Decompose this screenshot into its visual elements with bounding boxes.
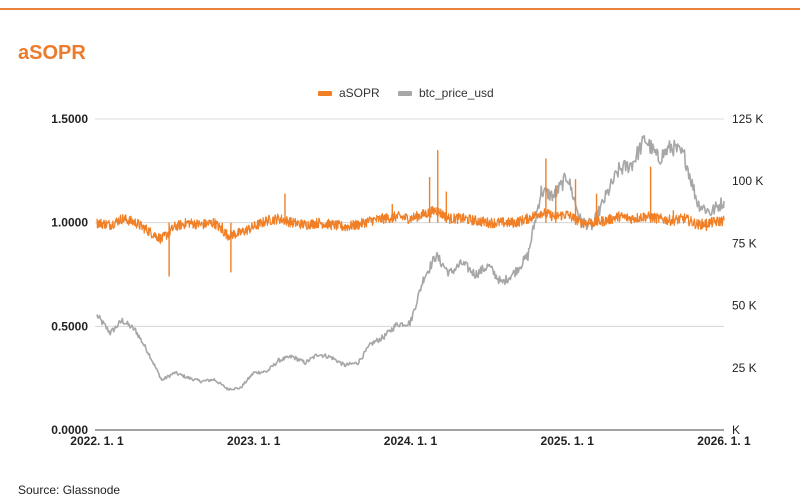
y-left-tick-label: 1.0000: [51, 216, 88, 230]
y-right-tick-label: K: [732, 423, 740, 437]
x-tick-label: 2024. 1. 1: [384, 434, 438, 448]
source-note: Source: Glassnode: [18, 483, 121, 497]
axes: 0.0000 0.5000 1.0000 1.5000 K 25 K 50 K 75 K 100…: [51, 112, 763, 448]
legend-label-asopr: aSOPR: [339, 86, 380, 100]
asopr-series: [96, 150, 725, 277]
y-right-tick-label: 125 K: [732, 112, 763, 126]
y-left-tick-label: 1.5000: [51, 112, 88, 126]
legend-swatch-asopr: [318, 90, 332, 96]
legend-item-asopr: aSOPR: [318, 86, 380, 100]
btc-price-line: [96, 134, 725, 391]
chart-legend: aSOPR btc_price_usd: [0, 86, 800, 102]
x-tick-label: 2022. 1. 1: [70, 434, 124, 448]
top-accent-rule: [0, 8, 800, 10]
y-right-tick-label: 25 K: [732, 361, 757, 375]
page-title: aSOPR: [18, 42, 86, 64]
y-right-tick-label: 100 K: [732, 174, 763, 188]
legend-label-btc-price: btc_price_usd: [419, 86, 494, 100]
legend-swatch-btc-price: [398, 90, 412, 96]
x-tick-label: 2025. 1. 1: [541, 434, 595, 448]
y-right-tick-label: 75 K: [732, 236, 757, 250]
y-right-tick-label: 50 K: [732, 299, 757, 313]
grid-lines: [95, 118, 724, 431]
y-left-tick-label: 0.0000: [51, 423, 88, 437]
x-tick-label: 2023. 1. 1: [227, 434, 281, 448]
y-left-tick-label: 0.5000: [51, 319, 88, 333]
asopr-line: [96, 205, 725, 244]
x-tick-label: 2026. 1. 1: [697, 434, 751, 448]
btc-price-series: [96, 134, 725, 391]
legend-item-btc-price: btc_price_usd: [398, 86, 494, 100]
